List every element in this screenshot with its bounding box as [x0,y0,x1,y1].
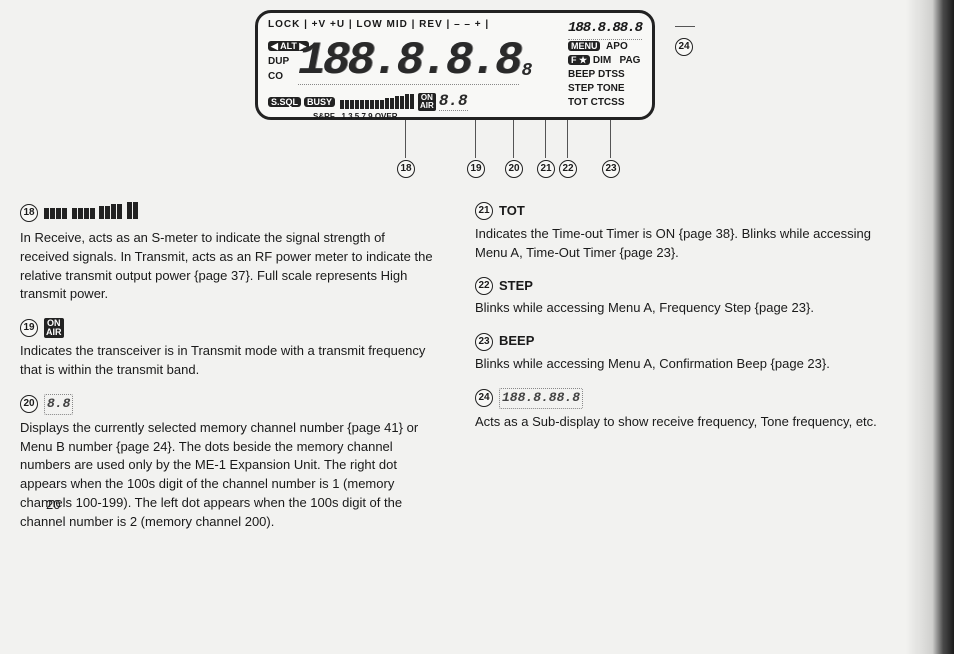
dim-indicator: DIM [593,55,611,66]
dtss-indicator: DTSS [598,69,625,80]
ctcss-indicator: CTCSS [591,97,625,108]
section-24-head: 24 188.8.88.8 [475,388,890,409]
section-21-head: 21 TOT [475,202,890,221]
s-meter-bars [340,94,415,109]
book-binding-edge [918,0,954,654]
channel-seg-icon: 8.8 [44,394,73,415]
busy-indicator: BUSY [304,97,335,107]
tot-indicator: TOT [568,97,588,108]
section-21-body: Indicates the Time-out Timer is ON {page… [475,225,890,263]
channel-segments: 8.8 [439,92,468,111]
lcd-bottom-row: S.SQL BUSY ON AIR 8.8 [268,92,468,111]
section-19-body: Indicates the transceiver is in Transmit… [20,342,435,380]
left-column: 18 In Receive, acts as an S-meter to ind… [20,188,435,532]
section-23-head: 23 BEEP [475,332,890,351]
ssql-indicator: S.SQL [268,97,301,107]
right-column: 21 TOT Indicates the Time-out Timer is O… [475,188,890,532]
callout-19: 19 [467,160,485,178]
section-23-body: Blinks while accessing Menu A, Confirmat… [475,355,890,374]
callout-22: 22 [559,160,577,178]
sub-display-seg-icon: 188.8.88.8 [499,388,583,409]
freq-digits: 188.8.8.8 [298,38,519,85]
section-22-body: Blinks while accessing Menu A, Frequency… [475,299,890,318]
on-air-icon: ON AIR [44,318,64,338]
step-indicator: STEP [568,83,594,94]
section-20-body: Displays the currently selected memory c… [20,419,435,532]
callout-21: 21 [537,160,555,178]
main-frequency-segments: 188.8.8.8 8 [298,35,532,85]
callout-24: 24 [675,38,693,56]
on-air-indicator: ON AIR [418,93,436,111]
page-number: 20 [46,497,60,512]
section-24-body: Acts as a Sub-display to show receive fr… [475,413,890,432]
callout-leaders: 18 19 20 21 22 23 24 [255,120,655,170]
callout-23: 23 [602,160,620,178]
f-star-indicator: F ★ [568,55,590,65]
tone-indicator: TONE [597,83,625,94]
freq-last-digit: 8 [521,61,532,81]
callout-20: 20 [505,160,523,178]
section-22-head: 22 STEP [475,277,890,296]
lcd-right-labels: 188.8.88.8 MENU APO F ★ DIM PAG BEEP DTS… [568,19,642,110]
lcd-top-row-text: LOCK | +V +U | LOW MID | REV | – – + | [268,19,489,30]
meter-bars-icon [44,202,139,225]
section-18-body: In Receive, acts as an S-meter to indica… [20,229,435,304]
body-columns: 18 In Receive, acts as an S-meter to ind… [20,188,890,532]
manual-page: LOCK | +V +U | LOW MID | REV | – – + | ◀… [20,10,890,532]
menu-indicator: MENU [568,41,601,51]
section-20-head: 20 8.8 [20,394,435,415]
lcd-display-diagram: LOCK | +V +U | LOW MID | REV | – – + | ◀… [255,10,655,120]
beep-indicator: BEEP [568,69,595,80]
sub-display-segments: 188.8.88.8 [568,19,642,40]
apo-indicator: APO [606,41,628,52]
section-18-head: 18 [20,202,435,225]
pag-indicator: PAG [620,55,641,66]
callout-18: 18 [397,160,415,178]
section-19-head: 19 ON AIR [20,318,435,338]
